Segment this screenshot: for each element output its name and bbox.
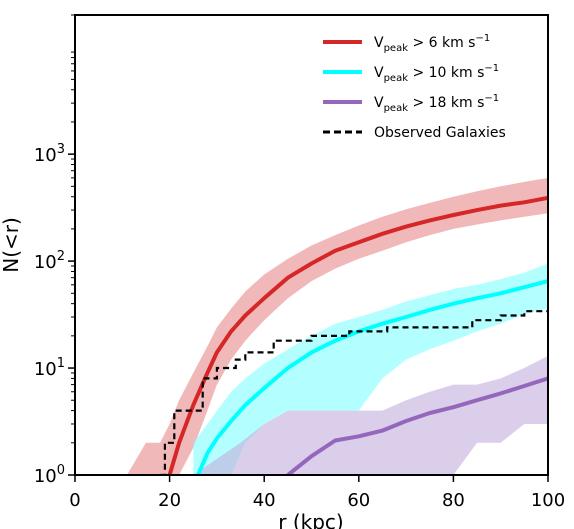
legend-label-superscript: −1 [484,93,499,104]
legend-label-subscript: peak [384,43,409,54]
y-tick-label: 102 [34,249,65,273]
y-tick-base: 10 [34,145,57,166]
legend-label-superscript: −1 [484,63,499,74]
y-tick-label: 103 [34,142,65,166]
band-v6 [127,177,548,475]
legend-label-v18: Vpeak > 18 km s−1 [374,93,499,114]
x-tick-label: 40 [253,490,276,511]
line-v6 [167,195,548,475]
legend-label-main: Observed Galaxies [374,125,506,141]
y-tick-base: 10 [34,252,57,273]
legend-label-subscript: peak [384,103,409,114]
legend-label-subscript: peak [384,73,409,84]
band-v10 [193,263,548,475]
legend-label-v10: Vpeak > 10 km s−1 [374,63,499,84]
axis-ticks [68,14,549,482]
line-v18 [286,376,548,475]
y-tick-exponent: 2 [57,249,65,264]
plot-frame [74,14,549,476]
x-tick-label: 20 [158,490,181,511]
line-obs [160,309,548,475]
x-tick-label: 0 [69,490,80,511]
y-axis-label: N(<r) [0,217,23,273]
y-tick-label: 100 [34,463,65,487]
y-tick-exponent: 3 [57,142,65,157]
legend-label-rest: > 6 km s [408,35,475,51]
legend-label-v6: Vpeak > 6 km s−1 [374,33,490,54]
x-axis-label: r (kpc) [278,510,343,529]
legend-label-main: V [374,95,384,111]
y-tick-base: 10 [34,466,57,487]
x-tick-label: 100 [531,490,565,511]
series-lines [160,195,548,475]
legend-label-main: V [374,65,384,81]
y-tick-base: 10 [34,359,57,380]
legend-label-superscript: −1 [475,33,490,44]
legend-label-main: V [374,35,384,51]
band-v18 [193,355,548,475]
x-tick-label: 80 [442,490,465,511]
legend-label-rest: > 10 km s [408,65,484,81]
legend-label-obs: Observed Galaxies [374,125,506,141]
y-tick-exponent: 0 [57,463,65,478]
uncertainty-bands [127,177,548,475]
y-tick-exponent: 1 [57,356,65,371]
x-tick-label: 60 [347,490,370,511]
legend-label-rest: > 18 km s [408,95,484,111]
y-tick-label: 101 [34,356,65,380]
